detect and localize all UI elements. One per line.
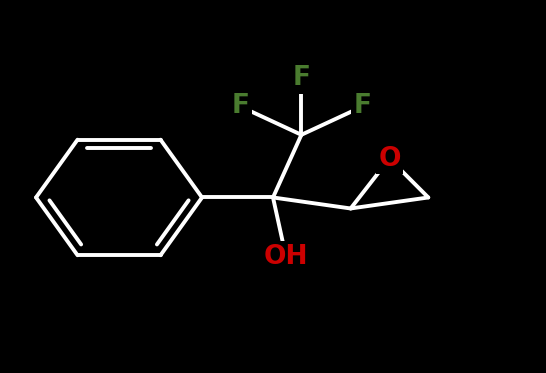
Text: F: F [353,94,371,119]
Text: F: F [232,94,250,119]
Text: O: O [378,145,401,172]
Text: OH: OH [264,244,308,270]
Text: F: F [293,65,310,91]
